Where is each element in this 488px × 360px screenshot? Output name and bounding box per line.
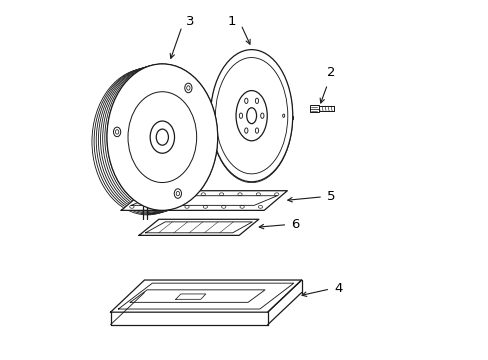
Ellipse shape: [246, 108, 256, 123]
Bar: [309, 105, 318, 112]
Ellipse shape: [150, 121, 174, 153]
Polygon shape: [139, 219, 258, 235]
Ellipse shape: [236, 91, 267, 141]
Ellipse shape: [174, 189, 181, 198]
Ellipse shape: [104, 64, 215, 211]
Ellipse shape: [107, 64, 217, 210]
Polygon shape: [121, 191, 287, 210]
Ellipse shape: [156, 129, 168, 145]
Ellipse shape: [101, 66, 211, 212]
Ellipse shape: [98, 67, 209, 213]
Ellipse shape: [92, 68, 203, 215]
Text: 3: 3: [185, 14, 194, 27]
Text: 4: 4: [333, 283, 342, 296]
Ellipse shape: [215, 58, 287, 174]
Ellipse shape: [184, 83, 192, 93]
Text: 6: 6: [290, 218, 299, 231]
Text: 2: 2: [326, 66, 335, 79]
Ellipse shape: [186, 86, 190, 90]
Polygon shape: [110, 280, 301, 312]
Ellipse shape: [113, 127, 121, 137]
Ellipse shape: [96, 67, 206, 213]
Ellipse shape: [107, 64, 217, 210]
Ellipse shape: [210, 50, 292, 182]
Ellipse shape: [102, 65, 213, 212]
Ellipse shape: [176, 192, 179, 196]
Text: 1: 1: [227, 14, 236, 27]
Ellipse shape: [115, 130, 119, 134]
Ellipse shape: [128, 92, 196, 183]
Ellipse shape: [94, 68, 204, 214]
Text: 5: 5: [326, 190, 334, 203]
